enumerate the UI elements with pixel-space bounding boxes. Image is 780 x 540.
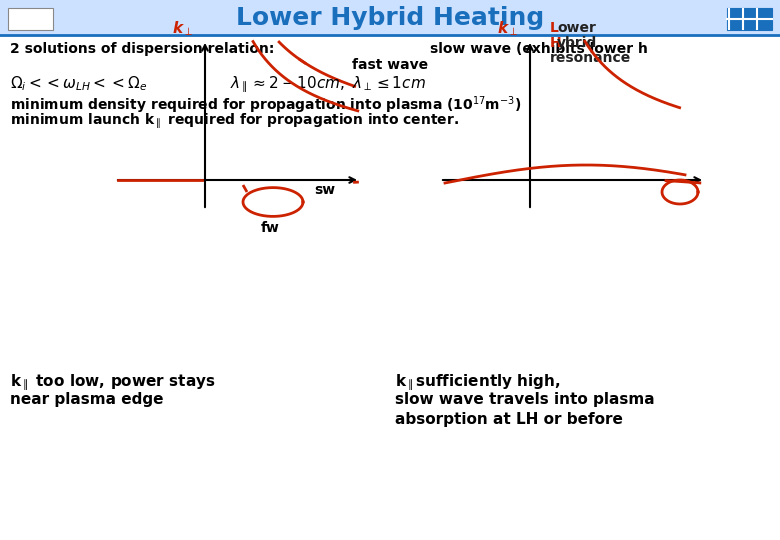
Text: k$_{\parallel}$sufficiently high,: k$_{\parallel}$sufficiently high,	[395, 372, 561, 393]
Text: sw: sw	[314, 183, 335, 197]
Text: ybrid: ybrid	[557, 36, 597, 50]
Text: slow wave (exhibits lower h: slow wave (exhibits lower h	[430, 42, 648, 56]
Text: minimum density required for propagation into plasma (10$^{17}$m$^{-3}$): minimum density required for propagation…	[10, 94, 521, 116]
Text: Lower Hybrid Heating: Lower Hybrid Heating	[236, 6, 544, 30]
Text: absorption at LH or before: absorption at LH or before	[395, 412, 623, 427]
Text: k$_\perp$: k$_\perp$	[498, 19, 519, 38]
Text: L: L	[550, 21, 559, 35]
Text: 2 solutions of dispersion relation:: 2 solutions of dispersion relation:	[10, 42, 275, 56]
Text: $\lambda_{\parallel} \approx 2-10cm,\ \lambda_{\perp} \leq 1cm$: $\lambda_{\parallel} \approx 2-10cm,\ \l…	[230, 74, 426, 94]
Bar	[0, 0, 780, 35]
Text: resonance: resonance	[550, 51, 631, 65]
Text: fw: fw	[261, 221, 279, 235]
Text: minimum launch k$_{\parallel}$ required for propagation into center.: minimum launch k$_{\parallel}$ required …	[10, 112, 459, 131]
Bar	[8, 8, 53, 30]
Text: k$_\perp$: k$_\perp$	[172, 19, 193, 38]
Text: slow wave travels into plasma: slow wave travels into plasma	[395, 392, 654, 407]
Text: $\Omega_i << \omega_{LH} << \Omega_e$: $\Omega_i << \omega_{LH} << \Omega_e$	[10, 74, 147, 93]
Text: H: H	[550, 36, 562, 50]
Text: fast wave: fast wave	[352, 58, 428, 72]
Text: near plasma edge: near plasma edge	[10, 392, 164, 407]
Text: ower: ower	[557, 21, 596, 35]
Bar	[727, 8, 772, 30]
Text: k$_{\parallel}$ too low, power stays: k$_{\parallel}$ too low, power stays	[10, 372, 215, 393]
